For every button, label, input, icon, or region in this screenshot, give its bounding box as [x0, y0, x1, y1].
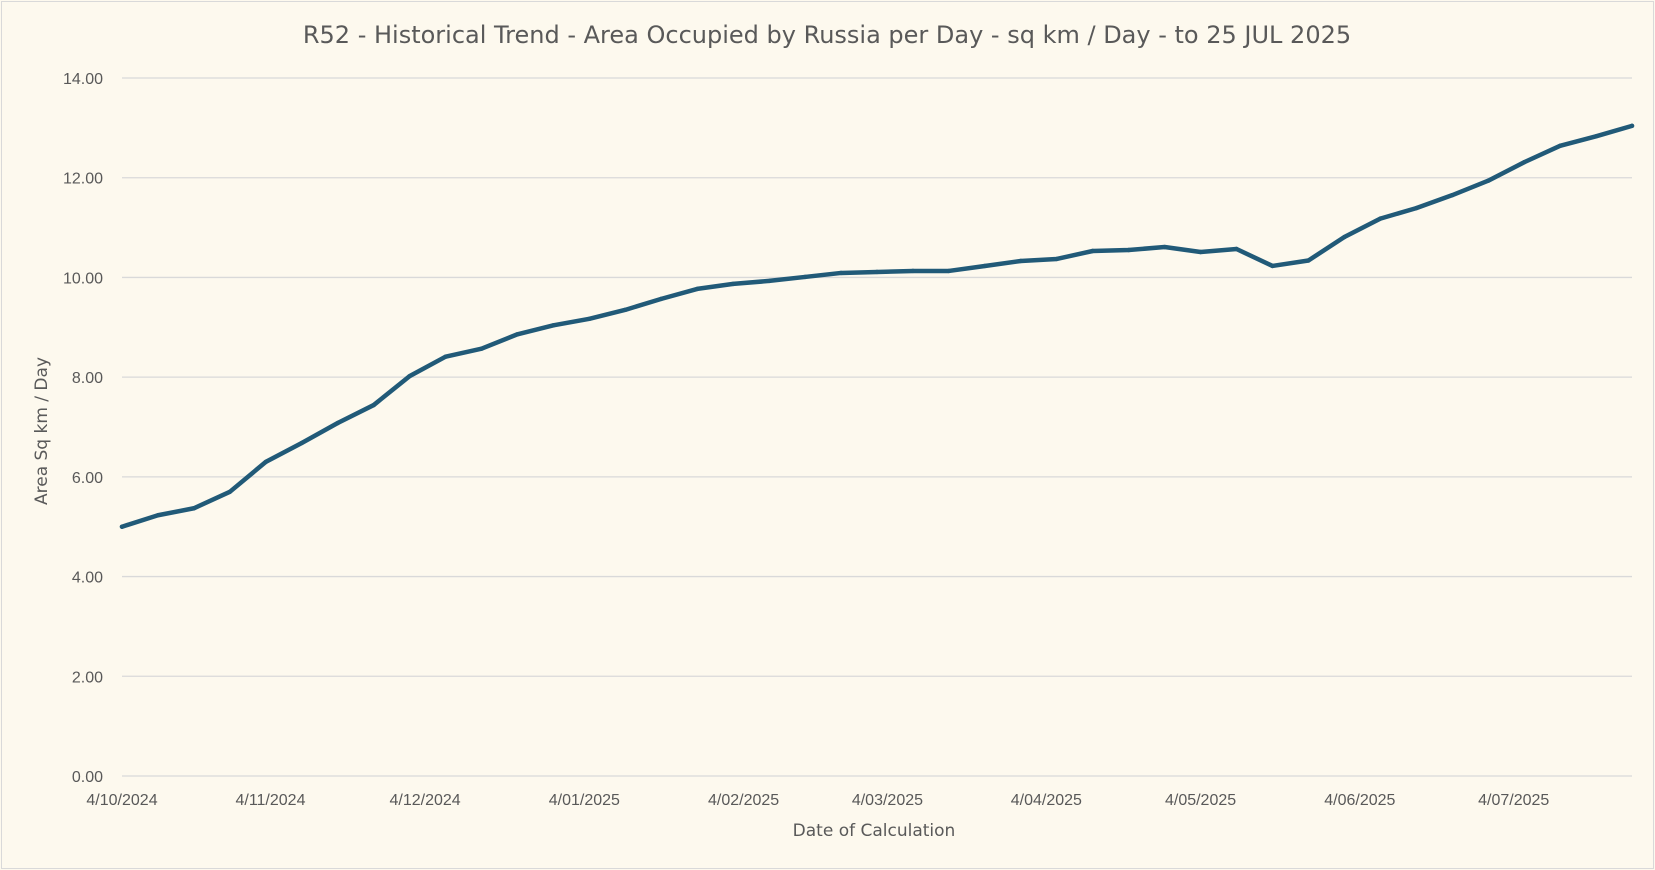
y-axis-title: Area Sq km / Day — [32, 357, 52, 505]
x-axis-title: Date of Calculation — [793, 821, 956, 841]
data-point — [515, 332, 520, 337]
data-point — [982, 263, 988, 269]
x-tick-label: 4/03/2025 — [852, 792, 923, 809]
data-point — [1090, 248, 1095, 254]
data-point — [443, 354, 448, 359]
x-tick-label: 4/04/2025 — [1011, 792, 1082, 809]
data-point — [587, 316, 592, 322]
data-point — [227, 489, 233, 495]
chart-title: R52 - Historical Trend - Area Occupied b… — [303, 21, 1351, 49]
data-point — [335, 420, 340, 426]
data-point — [1342, 234, 1347, 240]
data-point — [802, 274, 808, 280]
y-tick-label: 4.00 — [72, 570, 103, 587]
data-point — [730, 281, 736, 287]
y-tick-label: 10.00 — [63, 270, 103, 287]
data-point — [1485, 178, 1491, 183]
data-point — [1234, 246, 1239, 252]
data-point — [1126, 247, 1131, 253]
data-point — [1450, 192, 1455, 198]
data-point — [1306, 258, 1311, 263]
series-line — [119, 123, 1635, 529]
x-tick-label: 4/02/2025 — [708, 792, 779, 809]
x-tick-label: 4/07/2025 — [1478, 792, 1549, 809]
gridlines — [122, 77, 1632, 777]
data-point — [299, 440, 304, 446]
data-point — [874, 269, 880, 275]
data-point — [766, 278, 772, 284]
y-tick-label: 6.00 — [72, 470, 103, 487]
x-axis-ticks: 4/10/2024 4/11/2024 4/12/2024 4/01/2025 4/02… — [86, 792, 1549, 809]
series-layer — [119, 123, 1635, 529]
data-point — [479, 346, 484, 351]
y-tick-label: 8.00 — [72, 370, 103, 387]
x-tick-label: 4/05/2025 — [1165, 792, 1236, 809]
data-point — [1521, 160, 1527, 165]
data-point — [371, 402, 376, 408]
data-point — [695, 286, 700, 292]
y-tick-label: 14.00 — [63, 71, 103, 88]
y-tick-label: 12.00 — [63, 171, 103, 188]
data-point — [659, 296, 664, 302]
data-point — [1054, 256, 1059, 262]
data-point — [1270, 263, 1275, 269]
data-point — [407, 373, 412, 379]
data-point — [1593, 134, 1599, 139]
data-point — [838, 270, 844, 276]
data-point — [551, 323, 556, 328]
y-tick-label: 2.00 — [72, 669, 103, 686]
x-tick-label: 4/06/2025 — [1324, 792, 1395, 809]
data-point — [119, 524, 125, 529]
x-tick-label: 4/11/2024 — [235, 792, 305, 809]
data-point — [263, 459, 269, 465]
data-point — [910, 268, 916, 274]
data-point — [1378, 216, 1383, 221]
x-tick-label: 4/01/2025 — [549, 792, 620, 809]
data-point — [191, 506, 197, 511]
data-point — [1018, 258, 1024, 264]
x-tick-label: 4/10/2024 — [86, 792, 157, 809]
x-tick-label: 4/12/2024 — [389, 792, 460, 809]
data-point — [1629, 123, 1635, 129]
data-point — [1557, 143, 1563, 149]
y-axis-ticks: 0.00 2.00 4.00 6.00 8.00 10.00 12.00 14.00 — [63, 71, 103, 786]
data-point — [1198, 249, 1203, 255]
y-tick-label: 0.00 — [72, 769, 103, 786]
data-point — [946, 268, 952, 274]
data-point — [1162, 244, 1167, 250]
data-point — [155, 513, 161, 518]
data-point — [1414, 205, 1419, 211]
data-point — [623, 307, 628, 313]
